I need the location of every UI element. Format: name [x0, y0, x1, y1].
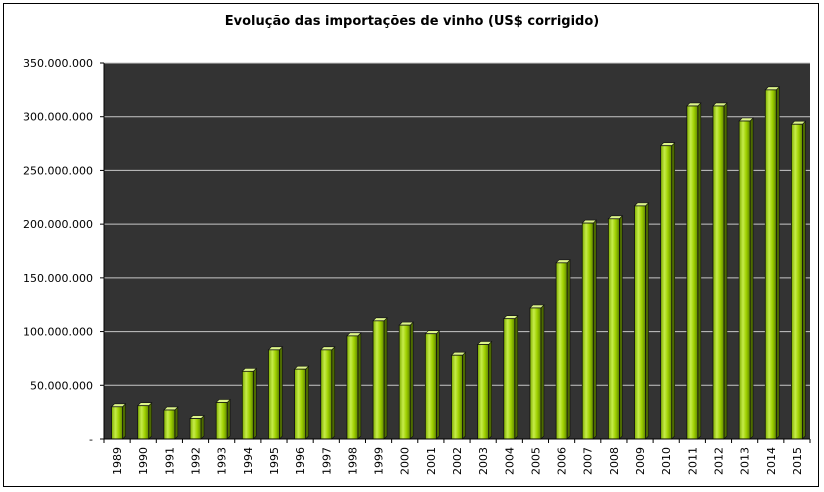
bar [476, 340, 493, 440]
x-tick-label: 1998 [346, 447, 359, 475]
x-tick-label: 1999 [373, 447, 386, 475]
y-tick-label: 250.000.000 [23, 164, 93, 177]
x-tick-label: 1995 [268, 447, 281, 475]
x-tick-label: 1996 [294, 447, 307, 475]
x-tick-label: 2009 [634, 447, 647, 475]
x-tick-label: 2006 [556, 447, 569, 475]
bar [738, 117, 754, 440]
y-tick-label: - [89, 433, 93, 446]
bar [293, 365, 310, 440]
y-tick-label: 150.000.000 [23, 272, 93, 285]
bar [320, 346, 336, 440]
y-tick-label: 200.000.000 [23, 218, 93, 231]
bar [659, 141, 676, 440]
bar [633, 202, 650, 440]
x-tick-label: 2011 [686, 447, 699, 475]
x-tick-label: 2013 [739, 447, 752, 475]
bar [215, 398, 231, 440]
x-tick-label: 2008 [608, 447, 621, 475]
x-tick-label: 2005 [529, 447, 542, 475]
x-tick-labels: 1989 1990 1991 1992 1993 1994 1995 1996 1997 1998… [103, 439, 811, 475]
x-tick-label: 2012 [712, 447, 725, 475]
bar [607, 215, 624, 440]
bar [790, 120, 807, 440]
bar [110, 403, 127, 440]
chart-title: Evolução das importações de vinho (US$ c… [224, 14, 600, 29]
bar [346, 332, 362, 440]
x-tick-label: 2001 [425, 447, 438, 475]
x-tick-label: 2007 [582, 447, 595, 475]
bar [686, 102, 702, 440]
y-tick-label: 300.000.000 [23, 111, 93, 124]
bar [529, 304, 545, 440]
bar [764, 86, 781, 440]
x-tick-label: 2000 [399, 447, 412, 475]
x-tick-label: 1994 [242, 447, 255, 475]
bar [267, 346, 284, 440]
bar [189, 414, 205, 440]
x-tick-label: 1989 [111, 447, 124, 475]
x-tick-label: 1991 [163, 447, 176, 475]
x-tick-label: 1993 [216, 447, 229, 475]
bar [372, 317, 388, 440]
bar [450, 351, 467, 440]
y-tick-label: 350.000.000 [23, 57, 93, 70]
bar [555, 259, 571, 440]
x-tick-label: 1997 [320, 447, 333, 475]
x-tick-label: 2003 [477, 447, 490, 475]
bar [581, 219, 597, 440]
x-tick-label: 2002 [451, 447, 464, 475]
x-tick-label: 1992 [190, 447, 203, 475]
x-tick-label: 1990 [137, 447, 150, 475]
y-tick-labels: - 50.000.000 100.000.000 150.000.000 200.000… [23, 57, 93, 446]
bar [503, 314, 519, 440]
x-tick-label: 2014 [765, 447, 778, 475]
bar [398, 321, 414, 440]
bar [712, 102, 728, 440]
bar [424, 329, 441, 440]
axes [103, 63, 810, 440]
y-tick-label: 100.000.000 [23, 326, 93, 339]
x-tick-label: 2010 [660, 447, 673, 475]
bar [241, 367, 258, 440]
x-tick-label: 2015 [791, 447, 804, 475]
y-tick-label: 50.000.000 [30, 379, 93, 392]
x-tick-label: 2004 [503, 447, 516, 475]
bar [136, 401, 153, 440]
bar [163, 406, 179, 440]
